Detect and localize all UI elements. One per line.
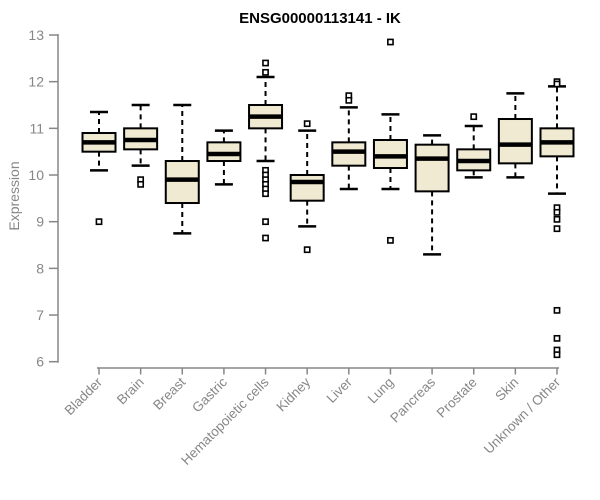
- box-group-hematopoietic-cells: [248, 59, 284, 242]
- x-tick-label: Skin: [492, 375, 521, 404]
- box-group-bladder: [81, 110, 117, 226]
- box-group-kidney: [289, 120, 325, 254]
- x-tick-label: Lung: [365, 375, 397, 407]
- outlier-point: [262, 59, 269, 67]
- y-tick-label: 13: [28, 27, 44, 43]
- outlier-point: [95, 218, 103, 226]
- outlier-point: [262, 234, 269, 242]
- outlier-point: [553, 334, 561, 342]
- outlier-point: [553, 208, 561, 216]
- iqr-box: [289, 174, 325, 202]
- iqr-box: [164, 160, 200, 205]
- x-tick-label: Liver: [324, 374, 356, 406]
- box-group-prostate: [456, 113, 492, 179]
- x-tick-label: Gastric: [189, 374, 230, 415]
- iqr-box: [414, 143, 450, 193]
- outlier-point: [262, 218, 269, 226]
- outlier-point: [553, 80, 561, 88]
- x-tick-label: Brain: [114, 375, 147, 408]
- box-group-gastric: [206, 129, 242, 186]
- outlier-point: [345, 96, 353, 104]
- iqr-box: [331, 141, 367, 167]
- x-tick-label: Bladder: [62, 374, 106, 418]
- x-tick-label: Unknown / Other: [481, 374, 564, 457]
- y-tick-label: 12: [28, 74, 44, 90]
- x-tick-label: Breast: [150, 374, 188, 412]
- y-tick-label: 7: [36, 307, 44, 323]
- y-tick-label: 9: [36, 214, 44, 230]
- iqr-box: [206, 141, 242, 163]
- outlier-point: [553, 351, 561, 359]
- outlier-point: [470, 113, 478, 121]
- outlier-point: [553, 306, 561, 314]
- box-group-liver: [331, 92, 367, 191]
- x-tick-label: Kidney: [274, 374, 314, 414]
- box-group-brain: [123, 103, 159, 188]
- outlier-point: [137, 180, 145, 188]
- box-group-lung: [372, 38, 408, 244]
- y-tick-label: 11: [29, 120, 44, 136]
- box-group-breast: [164, 103, 200, 235]
- iqr-box: [372, 139, 408, 170]
- iqr-box: [497, 118, 533, 165]
- outlier-point: [553, 215, 561, 223]
- box-group-skin: [497, 92, 533, 179]
- y-tick-label: 8: [36, 260, 44, 276]
- outlier-point: [262, 190, 269, 198]
- outlier-point: [387, 38, 394, 46]
- outlier-point: [303, 246, 311, 254]
- outlier-point: [553, 225, 561, 233]
- x-tick-label: Pancreas: [387, 374, 438, 425]
- outlier-point: [262, 68, 269, 76]
- chart-title: ENSG00000113141 - IK: [239, 10, 401, 27]
- box-group-pancreas: [414, 134, 450, 256]
- outlier-point: [387, 236, 394, 244]
- box-group-unknown-other: [539, 78, 575, 359]
- y-tick-label: 6: [36, 354, 44, 370]
- y-tick-label: 10: [28, 167, 44, 183]
- boxplot-series-group: [81, 38, 575, 359]
- x-tick-label: Prostate: [434, 375, 480, 421]
- y-axis-title: Expression: [6, 161, 22, 230]
- outlier-point: [303, 120, 311, 128]
